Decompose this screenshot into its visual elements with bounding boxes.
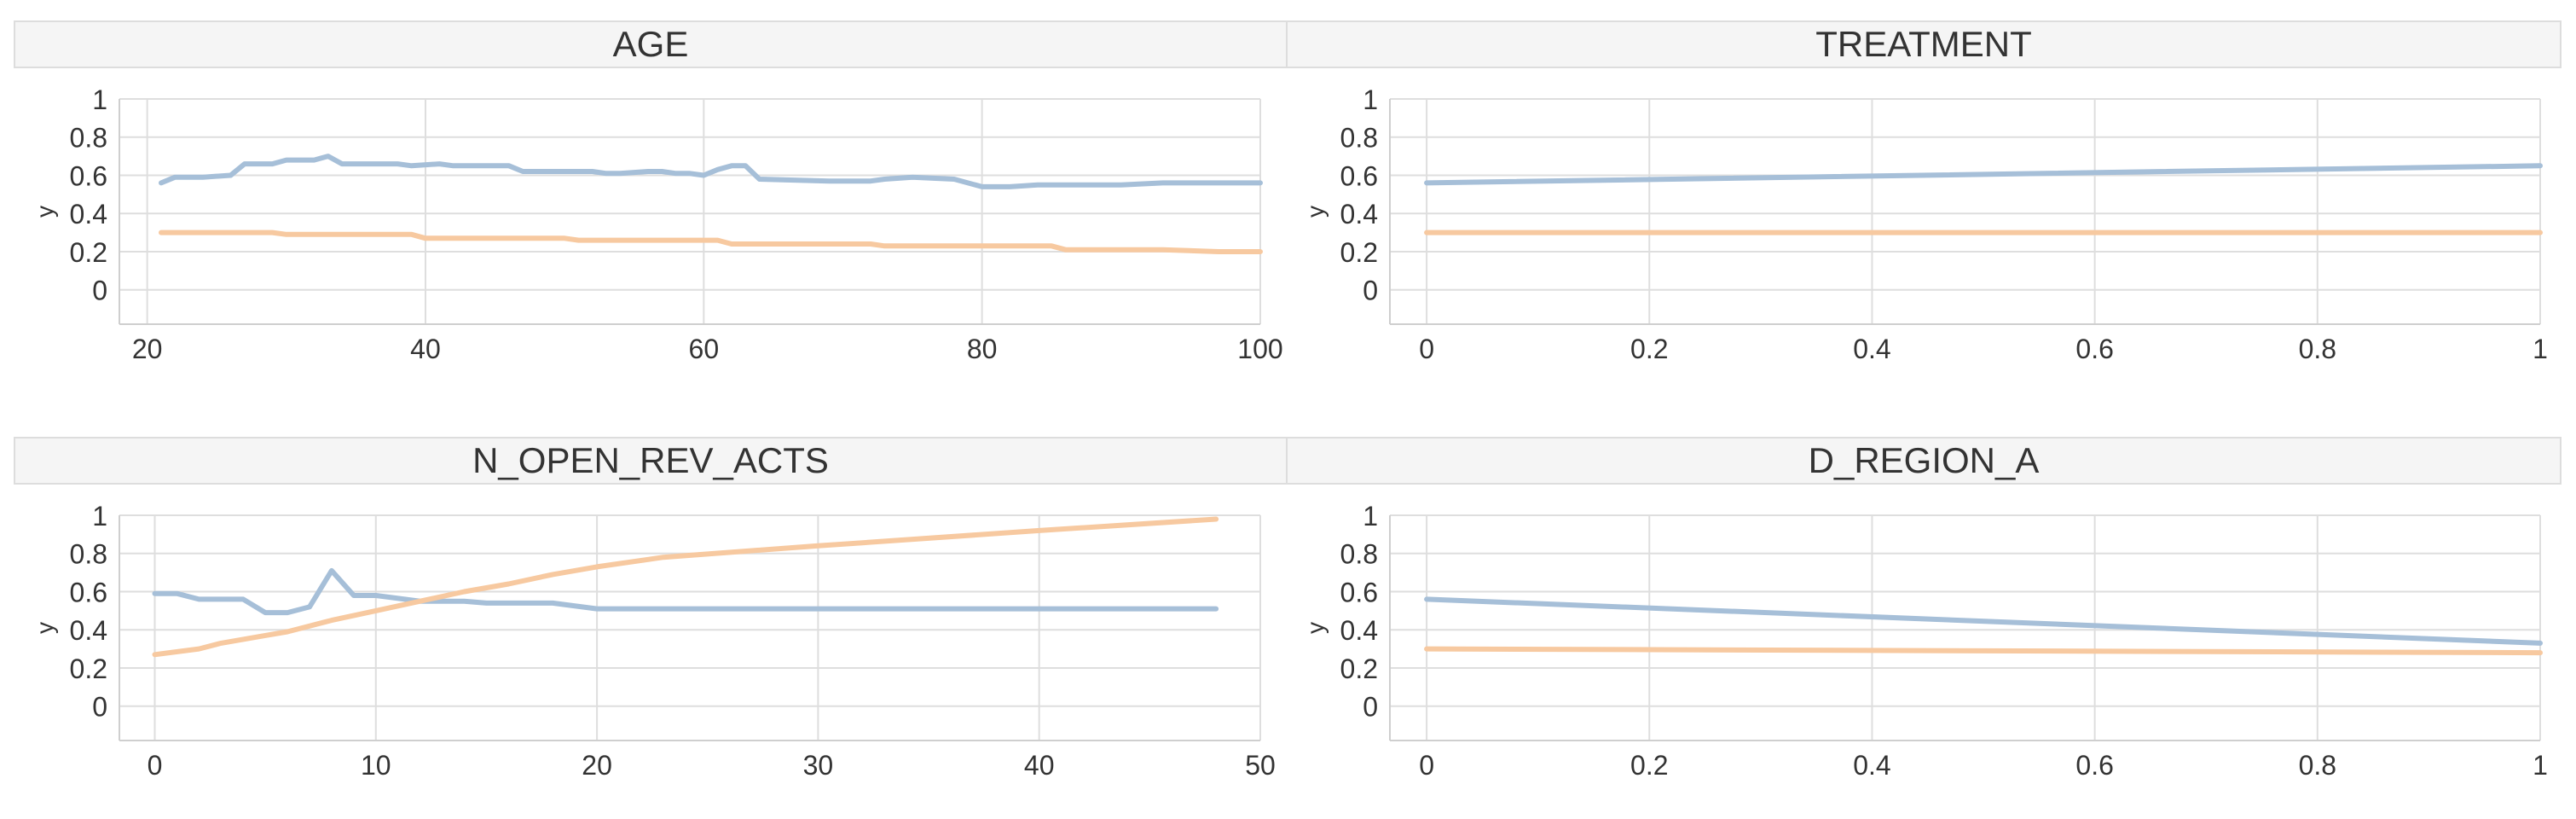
y-tick-label: 1	[92, 84, 107, 115]
y-tick-label: 0.4	[70, 199, 107, 229]
x-tick-label: 0.6	[2075, 334, 2113, 364]
y-tick-label: 0.8	[1340, 123, 1378, 154]
facet-title: AGE	[14, 20, 1288, 68]
x-tick-label: 100	[1237, 334, 1282, 364]
x-tick-label: 40	[1024, 750, 1055, 781]
y-tick-label: 0.8	[70, 539, 107, 570]
y-tick-label: 0.6	[1340, 577, 1378, 607]
x-tick-label: 20	[132, 334, 163, 364]
y-tick-label: 0.4	[1340, 199, 1378, 229]
y-axis-label: y	[32, 206, 58, 218]
y-tick-label: 0.4	[1340, 615, 1378, 646]
x-tick-label: 20	[582, 750, 612, 781]
x-tick-label: 1	[2533, 334, 2548, 364]
x-tick-label: 1	[2533, 750, 2548, 781]
y-tick-label: 0.6	[1340, 160, 1378, 191]
x-tick-label: 0.2	[1630, 750, 1668, 781]
x-tick-label: 0.2	[1630, 334, 1668, 364]
x-tick-label: 0.4	[1853, 334, 1890, 364]
y-tick-label: 0.8	[70, 123, 107, 154]
y-axis-label: y	[32, 622, 58, 634]
y-tick-label: 0	[1363, 692, 1378, 723]
x-tick-label: 0	[1419, 750, 1434, 781]
series-line-2	[159, 229, 1263, 254]
y-tick-label: 0.2	[70, 653, 107, 684]
x-tick-label: 50	[1245, 750, 1276, 781]
chart-treatment: 0 0.2 0.4 0.6 0.8 1 0 0.2 0.4 0.6 0.8 1 y	[1302, 84, 2548, 364]
series-line-1	[1424, 596, 2543, 646]
chart-age: 0 0.2 0.4 0.6 0.8 1 20 40 60 80 100 y	[32, 84, 1283, 364]
series-line-1	[1424, 163, 2543, 186]
x-tick-label: 40	[410, 334, 441, 364]
y-tick-label: 1	[1363, 501, 1378, 531]
y-axis-label: y	[1302, 206, 1329, 218]
y-tick-label: 0	[92, 692, 107, 723]
y-tick-label: 0	[92, 276, 107, 306]
x-tick-label: 0	[148, 750, 163, 781]
y-axis-label: y	[1302, 622, 1329, 634]
x-tick-label: 30	[803, 750, 834, 781]
x-tick-label: 0.8	[2299, 334, 2336, 364]
facet-title: D_REGION_A	[1286, 437, 2562, 485]
y-tick-label: 0.4	[70, 615, 107, 646]
y-tick-label: 1	[92, 501, 107, 531]
facet-title: TREATMENT	[1286, 20, 2562, 68]
y-tick-label: 0.8	[1340, 539, 1378, 570]
x-tick-label: 0.6	[2075, 750, 2113, 781]
y-tick-label: 0.6	[70, 160, 107, 191]
y-tick-label: 0	[1363, 276, 1378, 306]
series-line-1	[159, 154, 1263, 189]
chart-n-open-rev-acts: 00.20.40.60.810 10 20 30 40 50y	[32, 501, 1276, 781]
y-tick-label: 0.6	[70, 577, 107, 607]
x-tick-label: 0	[1419, 334, 1434, 364]
x-tick-label: 60	[689, 334, 720, 364]
y-tick-label: 0.2	[1340, 237, 1378, 268]
x-tick-label: 80	[967, 334, 998, 364]
y-tick-label: 0.2	[1340, 653, 1378, 684]
series-line-1	[152, 567, 1219, 616]
x-tick-label: 0.8	[2299, 750, 2336, 781]
y-tick-label: 0.2	[70, 237, 107, 268]
facet-title: N_OPEN_REV_ACTS	[14, 437, 1288, 485]
series-line-2	[152, 516, 1219, 658]
x-tick-label: 0.4	[1853, 750, 1890, 781]
chart-d-region-a: 0 0.2 0.4 0.6 0.8 1 0 0.2 0.4 0.6 0.8 1 y	[1302, 501, 2548, 781]
x-tick-label: 10	[361, 750, 391, 781]
series-line-2	[1424, 646, 2543, 656]
y-tick-label: 1	[1363, 84, 1378, 115]
